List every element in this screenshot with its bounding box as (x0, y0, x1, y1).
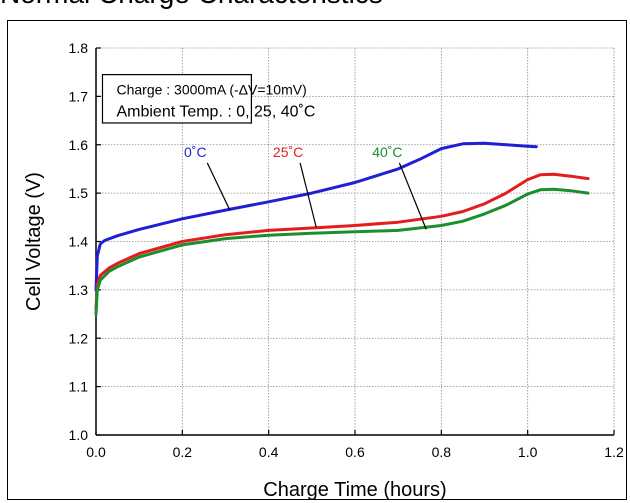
x-tick-label: 1.2 (604, 444, 624, 460)
x-axis-label: Charge Time (hours) (263, 479, 446, 501)
y-tick-label: 1.8 (69, 40, 89, 56)
series-label: 0˚C (184, 144, 207, 160)
annotation-line: Ambient Temp. : 0, 25, 40˚C (116, 104, 315, 121)
page-title: Normal Charge Characteristics (0, 0, 383, 10)
y-tick-label: 1.5 (69, 185, 89, 201)
y-tick-label: 1.3 (69, 282, 89, 298)
series-line (94, 172, 590, 311)
annotation-line: Charge : 3000mA (-ΔV=10mV) (116, 82, 306, 98)
series-line (94, 141, 538, 292)
x-tick-label: 0.4 (259, 444, 279, 460)
series-leader-line (206, 162, 231, 211)
x-tick-label: 0.0 (86, 444, 106, 460)
x-tick-label: 1.0 (518, 444, 538, 460)
y-tick-label: 1.7 (69, 88, 89, 104)
y-axis-label: Cell Voltage (V) (23, 172, 45, 311)
y-tick-label: 1.2 (69, 330, 89, 346)
series-leader-line (398, 162, 427, 230)
x-tick-label: 0.2 (173, 444, 193, 460)
y-tick-label: 1.6 (69, 137, 89, 153)
series-leader-line (299, 162, 317, 228)
series-label: 25˚C (273, 144, 303, 160)
x-tick-label: 0.6 (345, 444, 365, 460)
chart-frame (7, 20, 627, 500)
y-tick-label: 1.1 (69, 379, 89, 395)
series-label: 40˚C (372, 144, 402, 160)
x-tick-label: 0.8 (432, 444, 452, 460)
series-line (94, 187, 590, 316)
annotation-box (101, 74, 253, 124)
y-tick-label: 1.4 (69, 234, 89, 250)
y-tick-label: 1.0 (69, 427, 89, 443)
